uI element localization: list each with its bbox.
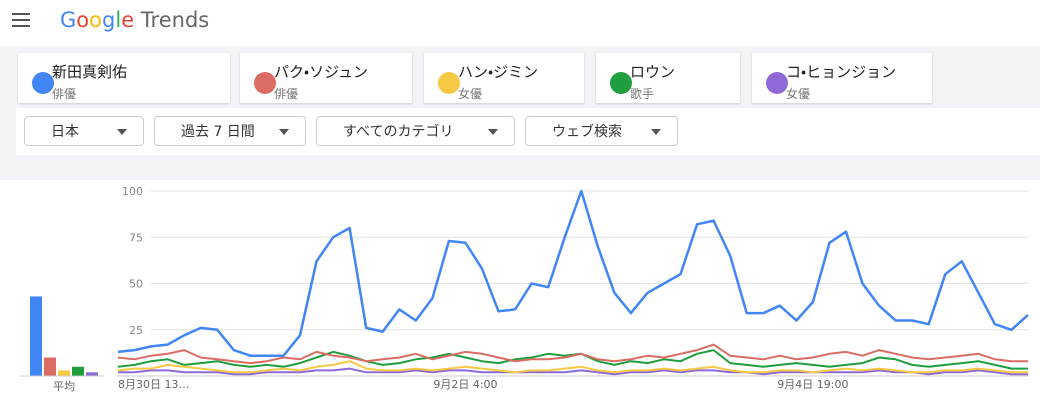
- logo[interactable]: Google Trends: [60, 8, 209, 32]
- legend-dot: [254, 72, 276, 94]
- series-line: [117, 189, 1029, 357]
- x-tick-label: 8月30日 13…: [118, 378, 190, 391]
- average-bar: [44, 357, 56, 376]
- term-name: ロウン: [630, 63, 676, 81]
- term-category: 歌手: [630, 87, 655, 101]
- term-card[interactable]: 新田真剣佑 俳優: [18, 53, 230, 103]
- legend-dot: [766, 72, 788, 94]
- logo-google: Google: [60, 8, 135, 32]
- average-label: 平均: [53, 379, 75, 393]
- term-name: ハン・ジミン: [458, 63, 539, 81]
- term-name: コ・ヒョンジョン: [786, 63, 897, 81]
- term-category: 女優: [458, 87, 483, 101]
- term-card[interactable]: ロウン 歌手: [596, 53, 740, 103]
- filter-dropdown[interactable]: 過去 7 日間: [154, 116, 306, 146]
- legend-dot: [32, 72, 54, 94]
- x-tick-label: 9月2日 4:00: [433, 378, 497, 391]
- filter-row: 日本 過去 7 日間 すべてのカテゴリ ウェブ検索: [16, 108, 1040, 155]
- filter-dropdown[interactable]: 日本: [24, 116, 144, 146]
- y-tick-label: 50: [129, 278, 143, 291]
- chart: 25 50 75 100 8月30日 13… 9月2日 4:00 9月4日 19:00 平均: [16, 180, 1040, 410]
- legend-dot: [610, 72, 632, 94]
- average-bar: [58, 370, 70, 376]
- series-line: [117, 343, 1028, 365]
- y-tick-label: 75: [129, 231, 143, 244]
- filter-dropdown[interactable]: ウェブ検索: [525, 116, 678, 146]
- y-tick-label: 25: [129, 324, 143, 337]
- term-category: 俳優: [274, 87, 299, 101]
- logo-trends: Trends: [140, 8, 210, 32]
- series-line: [117, 360, 1028, 374]
- term-category: 女優: [786, 87, 811, 101]
- term-category: 俳優: [52, 87, 77, 101]
- term-card[interactable]: ハン・ジミン 女優: [424, 53, 584, 103]
- series-line: [118, 367, 1028, 376]
- term-name: 新田真剣佑: [52, 63, 128, 81]
- term-card[interactable]: パク・ソジュン 俳優: [240, 53, 412, 103]
- term-name: パク・ソジュン: [274, 63, 369, 81]
- average-bar: [86, 372, 98, 376]
- term-card[interactable]: コ・ヒョンジョン女優: [752, 53, 932, 103]
- filter-dropdown[interactable]: すべてのカテゴリ: [316, 116, 515, 146]
- x-tick-label: 9月4日 19:00: [777, 378, 848, 391]
- y-tick-label: 100: [122, 185, 143, 198]
- average-bar: [30, 296, 42, 376]
- menu-icon[interactable]: [12, 12, 32, 28]
- average-bar: [72, 366, 84, 376]
- legend-dot: [438, 72, 460, 94]
